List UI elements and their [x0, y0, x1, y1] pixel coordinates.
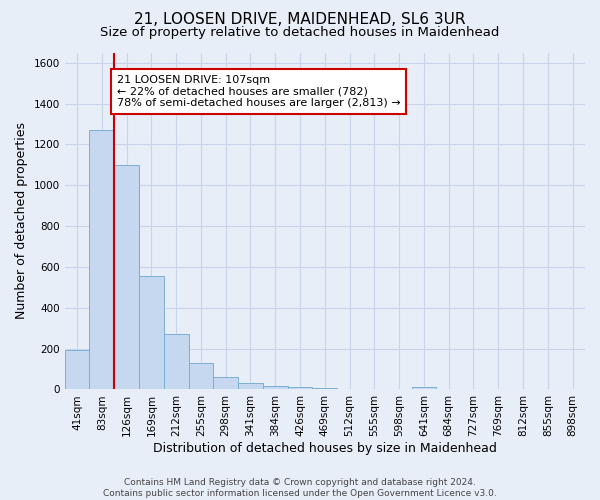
Bar — [89, 130, 114, 390]
Text: Contains HM Land Registry data © Crown copyright and database right 2024.
Contai: Contains HM Land Registry data © Crown c… — [103, 478, 497, 498]
Text: 21, LOOSEN DRIVE, MAIDENHEAD, SL6 3UR: 21, LOOSEN DRIVE, MAIDENHEAD, SL6 3UR — [134, 12, 466, 28]
Text: Size of property relative to detached houses in Maidenhead: Size of property relative to detached ho… — [100, 26, 500, 39]
Bar — [287, 388, 313, 390]
Text: 21 LOOSEN DRIVE: 107sqm
← 22% of detached houses are smaller (782)
78% of semi-d: 21 LOOSEN DRIVE: 107sqm ← 22% of detache… — [117, 75, 400, 108]
Bar — [164, 334, 188, 390]
Bar — [412, 388, 436, 390]
Bar — [263, 386, 287, 390]
Bar — [313, 388, 337, 390]
Bar — [238, 383, 263, 390]
Bar — [214, 377, 238, 390]
X-axis label: Distribution of detached houses by size in Maidenhead: Distribution of detached houses by size … — [153, 442, 497, 455]
Bar — [362, 389, 387, 390]
Y-axis label: Number of detached properties: Number of detached properties — [15, 122, 28, 320]
Bar — [188, 363, 214, 390]
Bar — [65, 350, 89, 390]
Bar — [337, 388, 362, 390]
Bar — [139, 276, 164, 390]
Bar — [114, 165, 139, 390]
